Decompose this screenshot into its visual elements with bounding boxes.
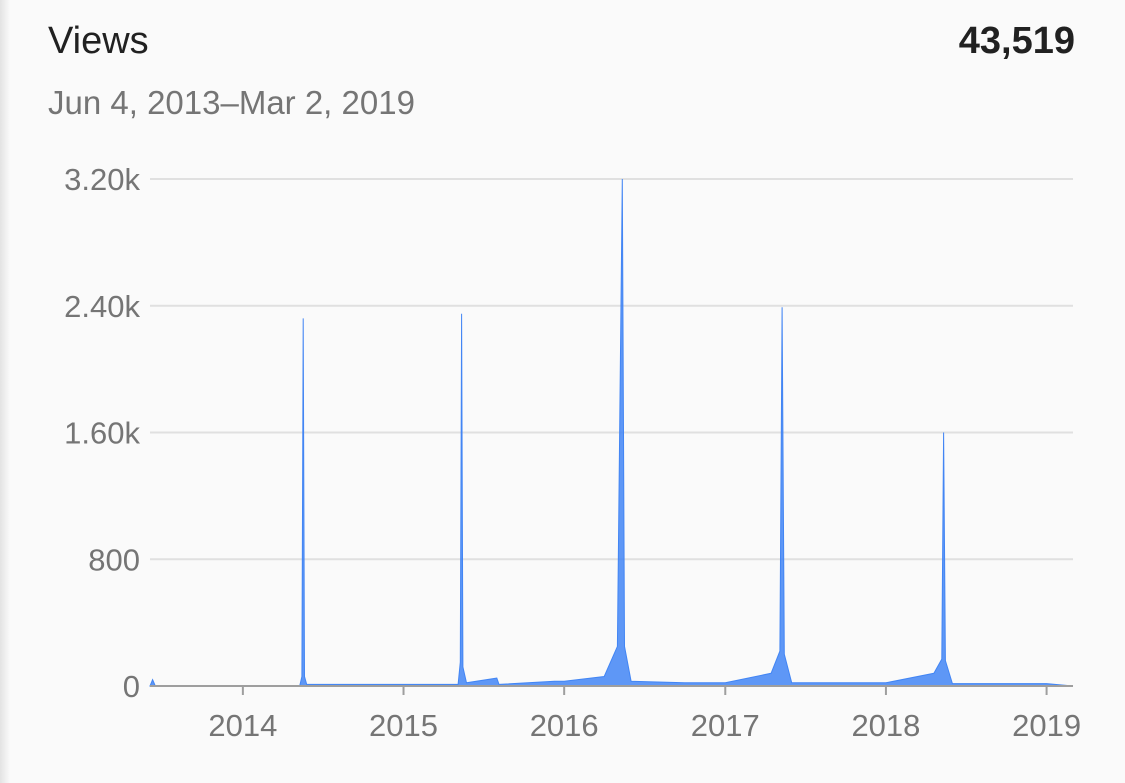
x-tick-label: 2017	[691, 708, 760, 743]
date-range: Jun 4, 2013–Mar 2, 2019	[48, 84, 415, 121]
x-tick-label: 2019	[1012, 708, 1081, 743]
y-tick-label: 1.60k	[64, 416, 140, 451]
y-tick-label: 800	[88, 542, 140, 577]
x-tick-label: 2015	[369, 708, 438, 743]
x-tick-label: 2018	[851, 708, 920, 743]
metric-title: Views	[48, 20, 149, 62]
y-tick-label: 0	[123, 669, 140, 704]
left-edge-shadow	[0, 0, 10, 783]
y-tick-label: 3.20k	[64, 162, 140, 197]
y-tick-label: 2.40k	[64, 289, 140, 324]
x-tick-label: 2016	[530, 708, 599, 743]
x-tick-label: 2014	[208, 708, 277, 743]
metric-total: 43,519	[958, 20, 1075, 62]
views-area-series	[149, 178, 1074, 687]
